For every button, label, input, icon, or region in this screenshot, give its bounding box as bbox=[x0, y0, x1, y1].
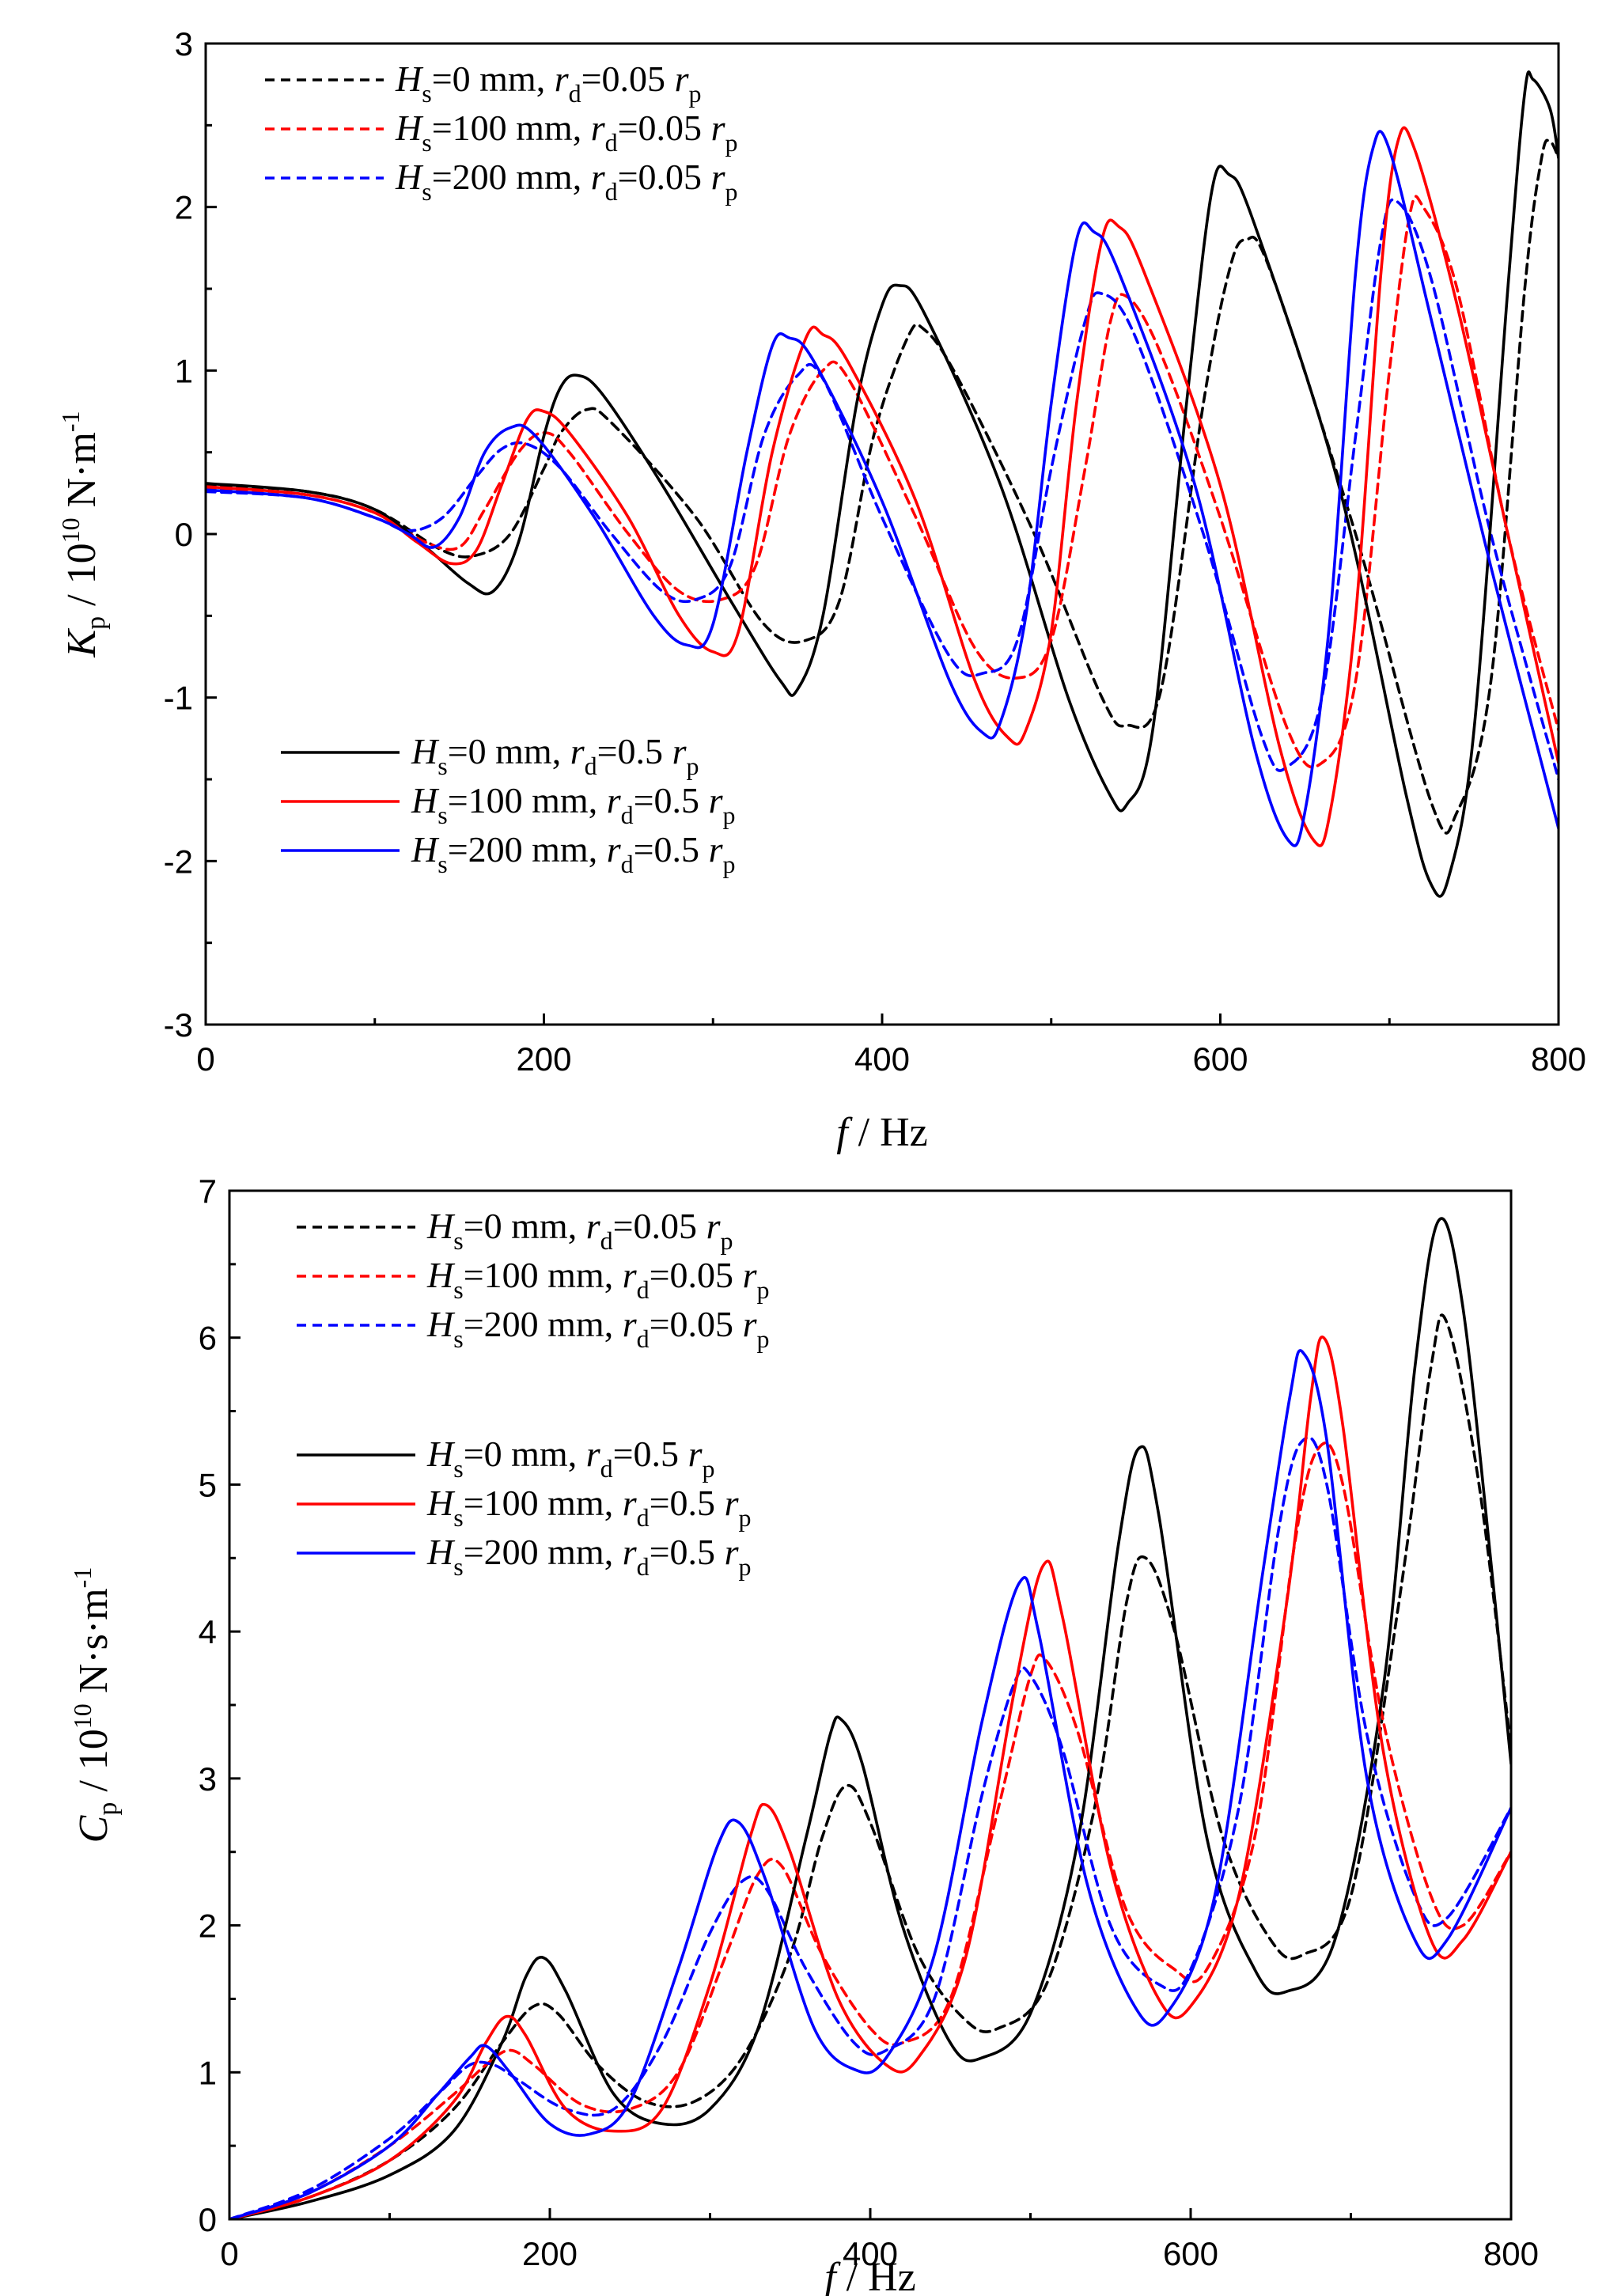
cp-y-axis-label: Cp / 1010 N·s·m-1 bbox=[68, 1567, 123, 1843]
cp-y-tick-label: 4 bbox=[199, 1613, 217, 1650]
kp-chart: 0 200 400 600 800 -3 -2 -1 0 1 2 3 Hs=0 mm, rd=0.05… bbox=[56, 25, 1586, 1155]
cp-series-group bbox=[229, 1217, 1511, 2219]
kp-ticks: 0 200 400 600 800 -3 -2 -1 0 1 2 3 bbox=[164, 25, 1586, 1078]
kp-series-solid-4 bbox=[206, 126, 1559, 847]
cp-legend-label: Hs=100 mm, rd=0.5 rp bbox=[426, 1483, 751, 1532]
cp-y-tick-label: 3 bbox=[199, 1760, 217, 1798]
cp-y-tick-label: 6 bbox=[199, 1320, 217, 1357]
kp-series-dashed-1 bbox=[206, 195, 1559, 769]
kp-series-solid-5 bbox=[206, 130, 1559, 847]
kp-legend-label: Hs=0 mm, rd=0.5 rp bbox=[411, 731, 699, 780]
kp-legend-label: Hs=100 mm, rd=0.5 rp bbox=[411, 780, 735, 829]
cp-legend-label: Hs=200 mm, rd=0.05 rp bbox=[426, 1304, 769, 1353]
kp-x-tick-label: 600 bbox=[1192, 1040, 1248, 1078]
cp-series-dashed-2 bbox=[229, 1436, 1511, 2219]
cp-y-tick-label: 1 bbox=[199, 2054, 217, 2091]
kp-y-axis-label: Kp / 1010 N·m-1 bbox=[56, 411, 111, 657]
kp-legend-label: Hs=100 mm, rd=0.05 rp bbox=[395, 108, 737, 157]
kp-x-tick-label: 800 bbox=[1531, 1040, 1586, 1078]
kp-series-dashed-2 bbox=[206, 198, 1559, 781]
cp-series-solid-5 bbox=[229, 1349, 1511, 2219]
kp-x-axis-label: f / Hz bbox=[836, 1110, 928, 1155]
kp-y-tick-label: 0 bbox=[175, 516, 193, 553]
cp-x-tick-label: 0 bbox=[220, 2235, 238, 2272]
cp-legend-label: Hs=100 mm, rd=0.05 rp bbox=[426, 1255, 769, 1304]
cp-y-tick-label: 0 bbox=[199, 2201, 217, 2238]
kp-legend-label: Hs=200 mm, rd=0.05 rp bbox=[395, 157, 737, 206]
kp-y-tick-label: -3 bbox=[164, 1006, 193, 1044]
kp-y-tick-label: 3 bbox=[175, 25, 193, 63]
cp-series-solid-4 bbox=[229, 1335, 1511, 2219]
cp-ticks: 0 200 400 600 800 0 1 2 3 4 5 6 7 bbox=[199, 1173, 1539, 2272]
kp-x-tick-label: 0 bbox=[196, 1040, 214, 1078]
cp-legend-label: Hs=200 mm, rd=0.5 rp bbox=[426, 1532, 751, 1581]
cp-y-tick-label: 5 bbox=[199, 1466, 217, 1503]
kp-y-tick-label: 1 bbox=[175, 352, 193, 389]
kp-x-tick-label: 400 bbox=[854, 1040, 910, 1078]
kp-legend-label: Hs=0 mm, rd=0.05 rp bbox=[395, 59, 701, 108]
cp-series-solid-3 bbox=[229, 1217, 1511, 2219]
cp-x-axis-label: f / Hz bbox=[824, 2255, 916, 2296]
cp-series-dashed-1 bbox=[229, 1442, 1511, 2219]
cp-x-tick-label: 800 bbox=[1483, 2235, 1539, 2272]
kp-series-solid-3 bbox=[206, 70, 1559, 898]
cp-chart: 0 200 400 600 800 0 1 2 3 4 5 6 7 Hs=0 mm, rd=0.05 r… bbox=[68, 1173, 1539, 2296]
cp-y-tick-label: 7 bbox=[199, 1173, 217, 1210]
cp-legend-label: Hs=0 mm, rd=0.05 rp bbox=[426, 1206, 733, 1255]
kp-legend-label: Hs=200 mm, rd=0.5 rp bbox=[411, 829, 735, 878]
cp-x-tick-label: 200 bbox=[522, 2235, 578, 2272]
kp-y-tick-label: -2 bbox=[164, 843, 193, 880]
kp-x-tick-label: 200 bbox=[516, 1040, 571, 1078]
kp-series-group bbox=[206, 70, 1559, 898]
kp-y-tick-label: 2 bbox=[175, 189, 193, 226]
cp-y-tick-label: 2 bbox=[199, 1908, 217, 1945]
kp-series-dashed-0 bbox=[206, 138, 1559, 835]
cp-series-dashed-0 bbox=[229, 1313, 1511, 2219]
cp-x-tick-label: 600 bbox=[1163, 2235, 1218, 2272]
kp-y-tick-label: -1 bbox=[164, 680, 193, 717]
cp-x-tick-label: 400 bbox=[843, 2235, 898, 2272]
cp-legend-label: Hs=0 mm, rd=0.5 rp bbox=[426, 1434, 714, 1483]
